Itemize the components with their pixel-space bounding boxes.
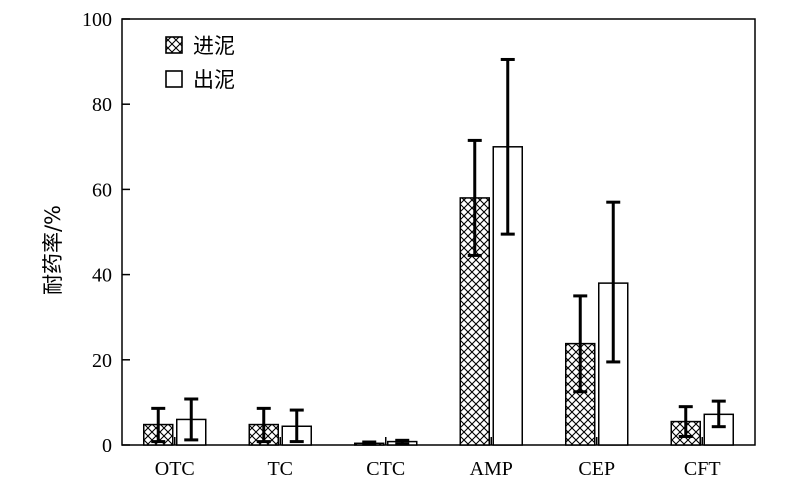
x-tick-label: OTC xyxy=(155,458,195,480)
y-tick-label: 0 xyxy=(102,435,112,457)
x-tick-label: CEP xyxy=(578,458,615,480)
y-axis-title: 耐药率/% xyxy=(41,205,65,295)
x-tick-label: AMP xyxy=(470,458,513,480)
y-tick-label: 100 xyxy=(82,9,112,31)
legend-swatch xyxy=(165,70,183,88)
legend-swatch xyxy=(165,36,183,54)
error-bars xyxy=(151,57,726,446)
x-tick-label: CTC xyxy=(366,458,405,480)
plot-border xyxy=(121,18,756,446)
y-tick-label: 60 xyxy=(92,179,112,201)
y-tick-label: 80 xyxy=(92,94,112,116)
x-tick-label: CFT xyxy=(684,458,721,480)
x-tick-label: TC xyxy=(267,458,293,480)
y-tick-label: 40 xyxy=(92,265,112,287)
y-axis: 0 20 40 60 80 100 xyxy=(82,9,130,457)
bars xyxy=(143,146,734,446)
legend-label: 出泥 xyxy=(193,68,235,92)
plot-frame xyxy=(121,18,756,446)
legend-label: 进泥 xyxy=(193,34,235,58)
x-axis: OTC TC CTC AMP CEP CFT xyxy=(155,437,721,480)
y-tick-label: 20 xyxy=(92,350,112,372)
